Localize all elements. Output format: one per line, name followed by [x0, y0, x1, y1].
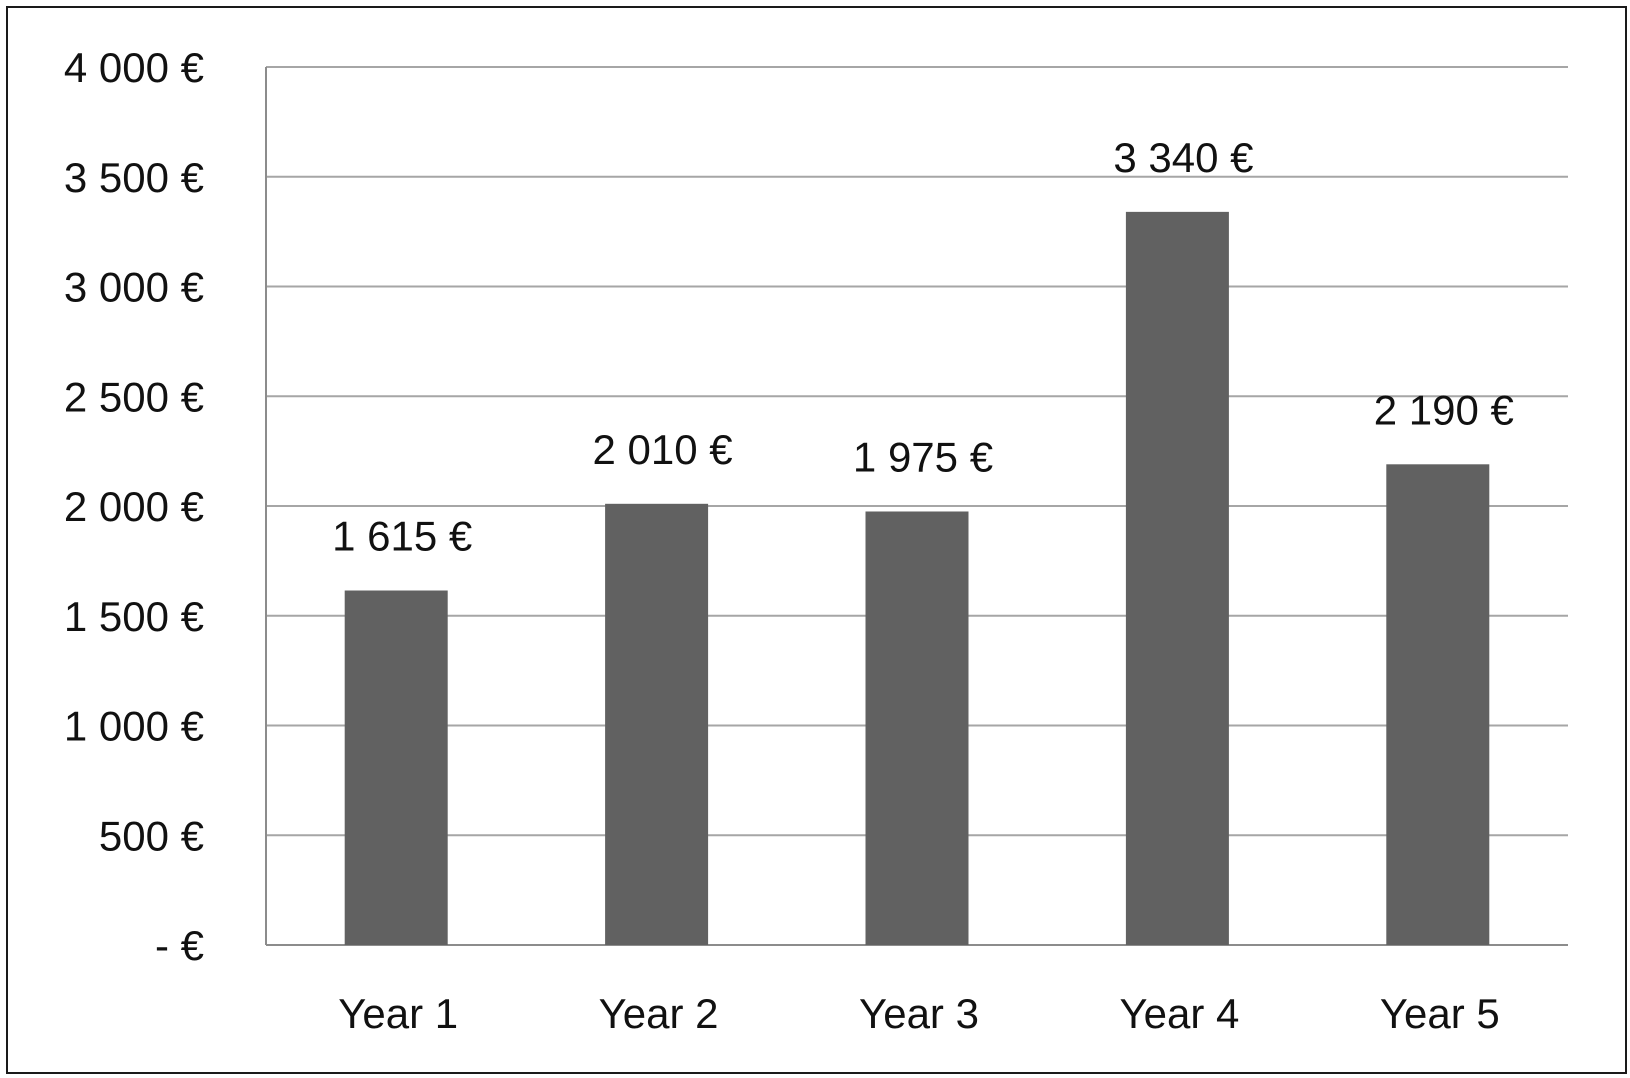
- y-tick-label: 3 000 €: [64, 264, 204, 311]
- category-label: Year 3: [859, 990, 979, 1037]
- gridlines: [266, 66, 1568, 837]
- data-label: 1 615 €: [332, 513, 472, 560]
- y-tick-label: 4 000 €: [64, 44, 204, 91]
- bar: [344, 590, 448, 945]
- bar: [605, 503, 709, 945]
- bar: [1386, 464, 1490, 945]
- category-label: Year 2: [599, 990, 719, 1037]
- data-label: 3 340 €: [1113, 134, 1253, 181]
- category-label: Year 5: [1380, 990, 1500, 1037]
- y-tick-label: 2 500 €: [64, 373, 204, 420]
- category-label: Year 1: [338, 990, 458, 1037]
- y-tick-label: 2 000 €: [64, 483, 204, 530]
- bar: [1125, 211, 1229, 945]
- category-label: Year 4: [1119, 990, 1239, 1037]
- chart-frame: [6, 6, 1627, 1074]
- y-tick-label: - €: [155, 922, 204, 969]
- category-labels: Year 1 Year 2 Year 3 Year 4 Year 5: [338, 990, 1499, 1037]
- data-label: 2 010 €: [593, 426, 733, 473]
- bars: [344, 211, 1490, 945]
- y-tick-label: 3 500 €: [64, 154, 204, 201]
- y-tick-label: 500 €: [99, 812, 204, 859]
- y-tick-label: 1 500 €: [64, 593, 204, 640]
- bar: [865, 511, 969, 945]
- y-tick-labels: - € 500 € 1 000 € 1 500 € 2 000 € 2 500 € 3 00…: [64, 44, 204, 969]
- data-label: 2 190 €: [1374, 386, 1514, 433]
- y-tick-label: 1 000 €: [64, 703, 204, 750]
- data-labels: 1 615 € 2 010 € 1 975 € 3 340 € 2 190 €: [332, 134, 1514, 560]
- data-label: 1 975 €: [853, 433, 993, 480]
